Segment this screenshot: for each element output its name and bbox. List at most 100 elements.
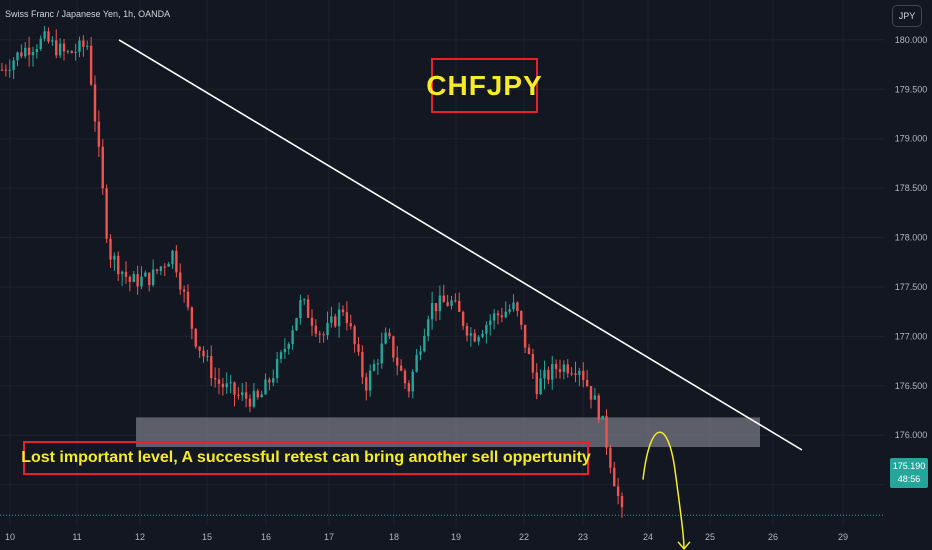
candle-body [469, 333, 473, 336]
candle-body [593, 395, 597, 400]
candle-body [132, 274, 135, 282]
candle-body [539, 378, 542, 395]
candle-body [531, 354, 535, 373]
candle-body [12, 60, 15, 70]
candle-body [492, 313, 496, 321]
candle-body [353, 326, 356, 345]
time-tick-label: 16 [261, 532, 271, 542]
candle-body [117, 255, 120, 275]
candle-body [392, 336, 395, 358]
candle-body [496, 313, 500, 316]
candle-body [62, 43, 66, 52]
candle-body [396, 357, 399, 366]
candle-body [310, 317, 314, 326]
candle-body [341, 309, 345, 313]
last-price-value: 175.190 [892, 461, 926, 471]
candle-body [442, 295, 445, 303]
candle-body [47, 31, 50, 42]
price-tick-label: 176.000 [895, 430, 928, 440]
candle-body [109, 238, 112, 260]
candle-series [0, 26, 624, 518]
candle-body [151, 269, 155, 286]
candle-body [481, 333, 484, 337]
candle-body [58, 43, 62, 56]
candle-body [326, 322, 329, 336]
time-tick-label: 23 [578, 532, 588, 542]
candle-body [585, 379, 589, 387]
candle-body [268, 379, 271, 383]
candle-body [194, 328, 197, 347]
candle-body [51, 40, 54, 42]
candle-body [70, 51, 73, 53]
time-tick-label: 11 [72, 532, 81, 542]
candle-body [105, 188, 108, 239]
candle-body [128, 276, 132, 282]
candle-body [337, 309, 341, 327]
candle-body [407, 383, 411, 392]
candle-body [376, 363, 380, 365]
candle-body [229, 382, 232, 384]
candle-body [365, 377, 368, 391]
candle-body [198, 346, 201, 351]
currency-button[interactable]: JPY [892, 5, 922, 27]
time-tick-label: 29 [838, 532, 848, 542]
candle-body [330, 316, 333, 323]
time-axis[interactable]: 10 11 12 15 16 17 18 19 22 23 24 25 26 29 [5, 532, 848, 542]
candle-body [144, 272, 147, 277]
candle-body [213, 378, 217, 380]
candle-body [93, 84, 97, 122]
price-tick-label: 179.500 [895, 84, 928, 94]
candle-body [275, 358, 279, 379]
candle-body [27, 47, 31, 56]
candle-body [31, 52, 35, 56]
candle-body [388, 332, 391, 337]
price-axis[interactable]: 180.000 179.500 179.000 178.500 178.000 177.5… [895, 35, 928, 490]
candle-body [264, 379, 267, 395]
projection-arrow [642, 431, 685, 549]
candle-body [520, 311, 523, 325]
candle-body [465, 325, 469, 336]
candle-body [217, 379, 221, 384]
time-tick-label: 22 [519, 532, 529, 542]
candle-body [601, 415, 604, 420]
candle-body [399, 365, 403, 371]
candle-body [78, 40, 81, 52]
candle-body [558, 369, 562, 372]
candle-body [24, 47, 27, 57]
symbol-header: Swiss Franc / Japanese Yen, 1h, OANDA [5, 9, 171, 19]
candle-body [190, 307, 194, 329]
time-tick-label: 17 [324, 532, 334, 542]
candle-body [4, 69, 8, 71]
candle-body [8, 69, 11, 71]
candle-body [384, 332, 387, 344]
candle-body [570, 373, 573, 375]
price-tick-label: 178.500 [895, 183, 928, 193]
candle-body [182, 289, 186, 292]
candle-body [260, 394, 263, 398]
candle-body [272, 378, 275, 383]
candle-body [597, 395, 600, 420]
trendline[interactable] [118, 39, 803, 451]
candle-body [221, 383, 225, 388]
candle-body [357, 344, 360, 352]
candle-body [403, 370, 407, 384]
candle-body [535, 372, 538, 395]
price-tick-label: 176.500 [895, 381, 928, 391]
note-annotation: Lost important level, A successful retes… [21, 441, 591, 475]
candle-body [66, 51, 70, 53]
candle-body [318, 333, 321, 335]
price-tick-label: 177.000 [895, 331, 928, 341]
candle-body [171, 250, 174, 264]
candle-body [334, 316, 337, 327]
candle-body [210, 356, 213, 379]
candle-body [0, 69, 4, 71]
candle-body [605, 415, 608, 448]
last-price-tag: 175.190 48:56 [890, 458, 928, 488]
candle-body [136, 274, 139, 287]
candle-body [372, 364, 376, 371]
candle-body [175, 250, 178, 273]
price-tick-label: 178.000 [895, 233, 928, 243]
candle-body [620, 495, 624, 508]
candle-body [97, 121, 101, 147]
